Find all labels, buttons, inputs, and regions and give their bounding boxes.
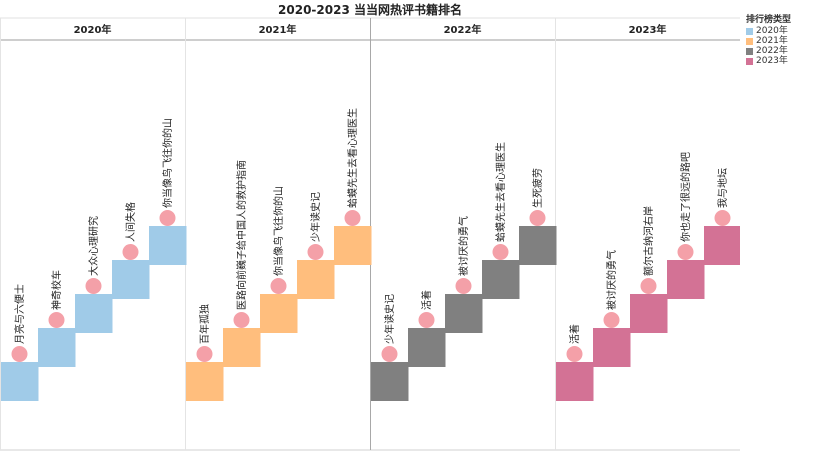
book-label: 生死疲劳	[531, 168, 544, 208]
step-marker	[455, 278, 472, 294]
step-marker	[307, 244, 324, 260]
step-marker	[677, 244, 694, 260]
book-label: 我与地坛	[716, 168, 729, 208]
step-marker	[714, 210, 731, 226]
book-label: 你也走了很远的路吧	[679, 152, 692, 242]
step-marker	[11, 346, 28, 362]
step-bar	[38, 328, 76, 367]
book-label: 月亮与六便士	[13, 284, 26, 344]
step-marker	[344, 210, 361, 226]
step-marker	[48, 312, 65, 328]
step-marker	[566, 346, 583, 362]
step-bar	[260, 294, 298, 333]
step-marker	[122, 244, 139, 260]
book-label: 百年孤独	[198, 304, 211, 344]
legend-label: 2022年	[756, 46, 788, 56]
legend-swatch	[746, 57, 753, 65]
step-marker	[233, 312, 250, 328]
facet-header: 2020年	[74, 23, 112, 36]
step-bar	[630, 294, 668, 333]
legend-label: 2023年	[756, 56, 788, 66]
chart-title: 2020-2023 当当网热评书籍排名	[278, 3, 462, 17]
legend-item: 2023年	[746, 56, 791, 66]
step-bar	[593, 328, 631, 367]
book-label: 大众心理研究	[87, 216, 100, 276]
step-bar	[556, 362, 594, 401]
step-bar	[297, 260, 335, 299]
step-bar	[371, 362, 409, 401]
legend-title: 排行榜类型	[746, 15, 792, 25]
facet-header: 2021年	[259, 23, 297, 36]
book-label: 额尔古纳河右岸	[642, 206, 655, 276]
facet-header: 2023年	[629, 23, 667, 36]
legend-swatch	[746, 37, 753, 45]
step-bar	[334, 226, 372, 265]
book-label: 人间失格	[124, 202, 137, 242]
book-label: 你当像鸟飞往你的山	[272, 186, 285, 276]
step-bar	[223, 328, 261, 367]
legend-swatch	[746, 27, 753, 35]
step-bar	[149, 226, 187, 265]
legend-item: 2021年	[746, 36, 791, 46]
step-marker	[85, 278, 102, 294]
step-bar	[704, 226, 740, 265]
book-label: 少年读史记	[309, 192, 322, 242]
step-marker	[270, 278, 287, 294]
step-bar	[667, 260, 705, 299]
book-label: 活着	[420, 290, 433, 310]
book-label: 蛤蟆先生去看心理医生	[494, 142, 507, 242]
book-label: 医路向前巍子给中国人的救护指南	[235, 160, 248, 310]
book-label: 被讨厌的勇气	[457, 216, 470, 276]
step-bar	[408, 328, 446, 367]
facet-header: 2022年	[444, 23, 482, 36]
book-label: 少年读史记	[383, 294, 396, 344]
legend-label: 2021年	[756, 36, 788, 46]
step-bar	[482, 260, 520, 299]
step-bar	[519, 226, 557, 265]
book-label: 活着	[568, 324, 581, 344]
step-bar	[1, 362, 39, 401]
book-label: 被讨厌的勇气	[605, 250, 618, 310]
book-label: 神奇校车	[50, 270, 63, 310]
step-bar	[75, 294, 113, 333]
step-marker	[640, 278, 657, 294]
legend-label: 2020年	[756, 26, 788, 36]
step-marker	[196, 346, 213, 362]
step-marker	[159, 210, 176, 226]
book-label: 蛤蟆先生去看心理医生	[346, 108, 359, 208]
step-bar	[112, 260, 150, 299]
step-marker	[381, 346, 398, 362]
step-bar	[445, 294, 483, 333]
step-bar	[186, 362, 224, 401]
step-marker	[529, 210, 546, 226]
book-label: 你当像鸟飞往你的山	[161, 118, 174, 208]
step-marker	[603, 312, 620, 328]
legend: 排行榜类型 2020年 2021年 2022年 2023年	[746, 15, 791, 66]
step-marker	[492, 244, 509, 260]
legend-swatch	[746, 47, 753, 55]
legend-item: 2020年	[746, 26, 791, 36]
step-marker	[418, 312, 435, 328]
legend-item: 2022年	[746, 46, 791, 56]
